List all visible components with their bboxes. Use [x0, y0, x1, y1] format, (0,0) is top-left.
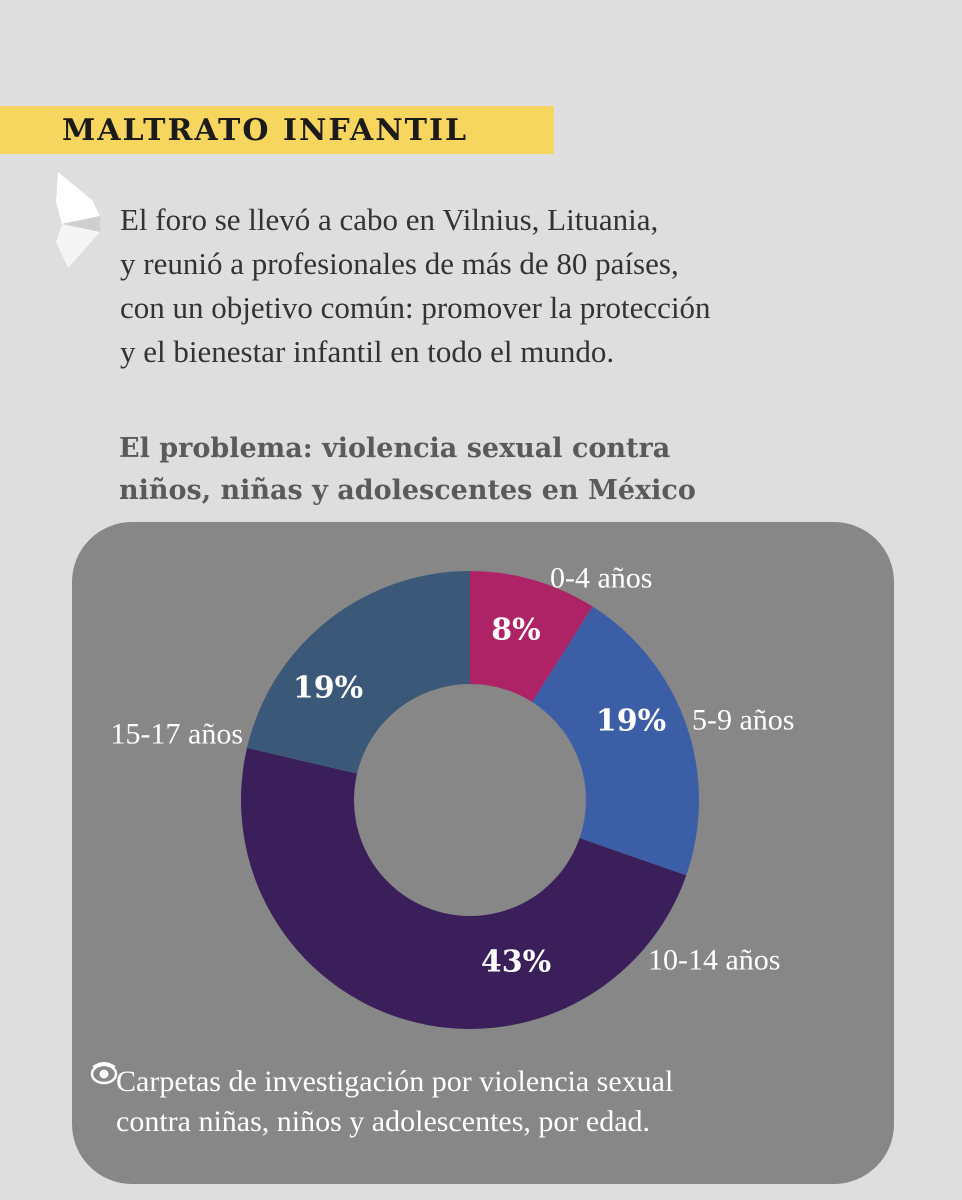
slice-percent-label: 8%: [491, 613, 540, 648]
intro-line: El foro se llevó a cabo en Vilnius, Litu…: [120, 202, 659, 237]
caption-line: Carpetas de investigación por violencia …: [116, 1065, 674, 1098]
intro-line: con un objetivo común: promover la prote…: [120, 290, 711, 325]
donut-slice: [532, 606, 700, 876]
donut-slice: [247, 571, 470, 774]
eye-icon: [90, 1062, 118, 1085]
chart-title-line: El problema: violencia sexual contra: [119, 433, 671, 464]
slice-percent-label: 19%: [293, 671, 363, 706]
page-title: MALTRATO INFANTIL: [62, 113, 469, 148]
slice-category-label: 10-14 años: [648, 944, 780, 977]
chart-title: El problema: violencia sexual contra niñ…: [119, 428, 696, 512]
intro-paragraph: El foro se llevó a cabo en Vilnius, Litu…: [120, 198, 711, 374]
intro-line: y el bienestar infantil en todo el mundo…: [120, 334, 615, 369]
slice-category-label: 5-9 años: [692, 704, 794, 737]
slice-category-label: 0-4 años: [550, 562, 652, 595]
arrow-icon: [56, 172, 100, 268]
chart-caption: Carpetas de investigación por violencia …: [116, 1062, 673, 1142]
slice-percent-label: 43%: [481, 945, 551, 980]
donut-slice: [241, 747, 687, 1029]
donut-slice: [470, 571, 593, 703]
caption-line: contra niñas, niños y adolescentes, por …: [116, 1105, 651, 1138]
title-banner: [0, 106, 554, 154]
slice-percent-label: 19%: [596, 704, 666, 739]
intro-line: y reunió a profesionales de más de 80 pa…: [120, 246, 679, 281]
chart-title-line: niños, niñas y adolescentes en México: [119, 475, 696, 506]
slice-category-label: 15-17 años: [111, 718, 243, 751]
